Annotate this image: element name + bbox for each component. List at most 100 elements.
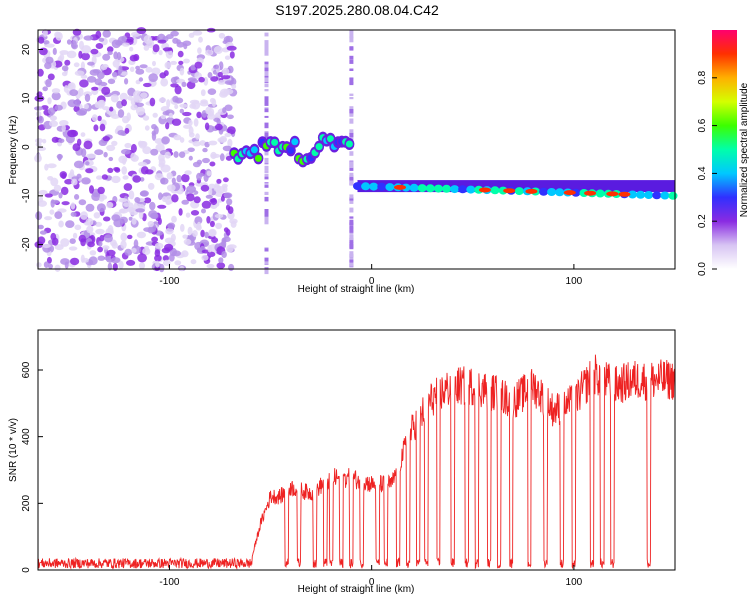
noise-blob — [205, 194, 213, 199]
colorbar-tick-label: 0.0 — [697, 262, 708, 276]
noise-blob — [45, 43, 55, 48]
colorbar-gradient — [712, 30, 737, 269]
noise-blob — [196, 111, 202, 119]
noise-blob — [49, 115, 58, 121]
segment-mark — [345, 140, 353, 148]
noise-blob — [205, 106, 212, 115]
noise-blob — [196, 172, 202, 181]
noise-blob — [164, 151, 171, 159]
noise-blob — [189, 99, 200, 105]
noise-blob — [173, 134, 182, 141]
noise-blob — [213, 185, 221, 192]
noise-blob — [223, 177, 229, 183]
noise-blob — [118, 260, 124, 269]
spike-mark — [264, 209, 269, 212]
line-mark — [555, 188, 565, 197]
spike-mark — [349, 256, 354, 262]
noise-blob — [59, 171, 67, 179]
noise-blob — [147, 220, 154, 228]
segment-mark — [287, 146, 295, 154]
noise-blob — [36, 146, 47, 151]
noise-blob — [215, 123, 223, 131]
noise-blob — [66, 39, 72, 45]
noise-blob — [218, 257, 224, 264]
noise-blob — [227, 126, 236, 135]
colorbar-tick-label: 0.4 — [697, 166, 708, 180]
spike-mark — [349, 59, 354, 64]
noise-blob — [106, 201, 114, 209]
noise-blob — [98, 37, 105, 42]
line-mark — [450, 185, 460, 194]
segment-mark — [327, 135, 334, 143]
noise-blob — [171, 118, 182, 126]
noise-blob — [223, 227, 229, 233]
line-mark — [466, 185, 476, 194]
noise-blob — [129, 66, 135, 73]
spike-mark — [349, 264, 354, 267]
noise-blob — [183, 238, 192, 245]
noise-blob — [123, 202, 130, 208]
spike-mark — [349, 161, 354, 168]
noise-blob — [183, 43, 188, 50]
noise-blob — [70, 40, 77, 49]
noise-blob — [98, 240, 103, 247]
spike-mark — [349, 78, 354, 84]
noise-blob — [83, 103, 90, 110]
noise-blob — [215, 222, 223, 230]
noise-blob — [151, 132, 157, 141]
noise-blob — [202, 147, 208, 153]
noise-blob — [178, 151, 186, 158]
noise-blob — [165, 34, 174, 40]
noise-blob — [35, 111, 42, 117]
spike-mark — [264, 49, 269, 54]
spike-mark — [264, 122, 269, 129]
noise-blob — [197, 47, 202, 54]
noise-blob — [58, 192, 63, 199]
noise-blob — [64, 59, 71, 66]
noise-blob — [68, 246, 78, 251]
spike-mark — [349, 227, 354, 233]
figure-title: S197.2025.280.08.04.C42 — [275, 2, 439, 18]
spike-mark — [264, 64, 269, 67]
noise-blob — [151, 236, 159, 243]
spike-mark — [349, 177, 354, 182]
noise-blob — [127, 95, 133, 101]
spike-mark — [264, 101, 269, 104]
noise-blob — [159, 72, 167, 79]
colorbar-ticks: 0.0 0.2 0.4 0.6 0.8 — [697, 70, 717, 276]
noise-blob — [86, 225, 94, 234]
noise-blob — [226, 244, 234, 253]
noise-blob — [97, 186, 105, 195]
spike-mark — [349, 175, 354, 180]
noise-blob — [47, 73, 55, 81]
noise-blob — [131, 217, 137, 225]
noise-blob — [185, 212, 191, 218]
noise-blob — [144, 125, 150, 131]
noise-blob — [58, 220, 64, 228]
noise-blob — [120, 240, 127, 249]
noise-blob — [112, 59, 120, 68]
spike-mark — [349, 209, 354, 213]
noise-blob — [170, 83, 179, 88]
y-tick-label: -20 — [21, 237, 32, 252]
spectrogram-frame — [37, 29, 676, 270]
spike-mark — [349, 129, 354, 134]
noise-blob — [226, 45, 237, 51]
noise-blob — [124, 142, 132, 149]
noise-blob — [158, 158, 166, 166]
noise-blob — [45, 56, 54, 64]
line-mark — [547, 188, 557, 196]
noise-blob — [162, 255, 169, 262]
noise-blob — [107, 225, 114, 234]
noise-blob — [59, 120, 69, 126]
noise-blob — [46, 256, 52, 264]
noise-blob — [183, 124, 192, 129]
noise-blob — [42, 86, 48, 92]
noise-blob — [85, 168, 94, 174]
noise-blob — [142, 115, 150, 121]
noise-blob — [91, 86, 99, 91]
noise-blob — [42, 28, 48, 37]
spike-mark — [349, 235, 354, 241]
noise-blob — [102, 106, 110, 111]
